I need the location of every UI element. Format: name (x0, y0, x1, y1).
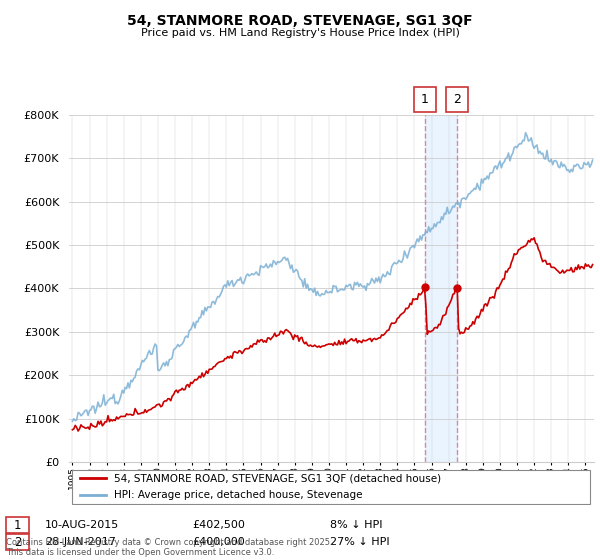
Text: Contains HM Land Registry data © Crown copyright and database right 2025.
This d: Contains HM Land Registry data © Crown c… (6, 538, 332, 557)
Text: 10-AUG-2015: 10-AUG-2015 (45, 520, 119, 530)
Text: 54, STANMORE ROAD, STEVENAGE, SG1 3QF: 54, STANMORE ROAD, STEVENAGE, SG1 3QF (127, 14, 473, 28)
Text: £402,500: £402,500 (192, 520, 245, 530)
Bar (425, 115, 457, 462)
FancyBboxPatch shape (71, 470, 590, 503)
Text: 1: 1 (421, 93, 429, 106)
Text: 2: 2 (14, 535, 21, 549)
Text: 8% ↓ HPI: 8% ↓ HPI (330, 520, 383, 530)
Text: HPI: Average price, detached house, Stevenage: HPI: Average price, detached house, Stev… (113, 490, 362, 500)
Text: 54, STANMORE ROAD, STEVENAGE, SG1 3QF (detached house): 54, STANMORE ROAD, STEVENAGE, SG1 3QF (d… (113, 473, 441, 483)
Text: 28-JUN-2017: 28-JUN-2017 (45, 537, 116, 547)
Text: £400,000: £400,000 (192, 537, 245, 547)
Text: 1: 1 (14, 519, 21, 532)
Text: 27% ↓ HPI: 27% ↓ HPI (330, 537, 389, 547)
Text: Price paid vs. HM Land Registry's House Price Index (HPI): Price paid vs. HM Land Registry's House … (140, 28, 460, 38)
Text: 2: 2 (453, 93, 461, 106)
